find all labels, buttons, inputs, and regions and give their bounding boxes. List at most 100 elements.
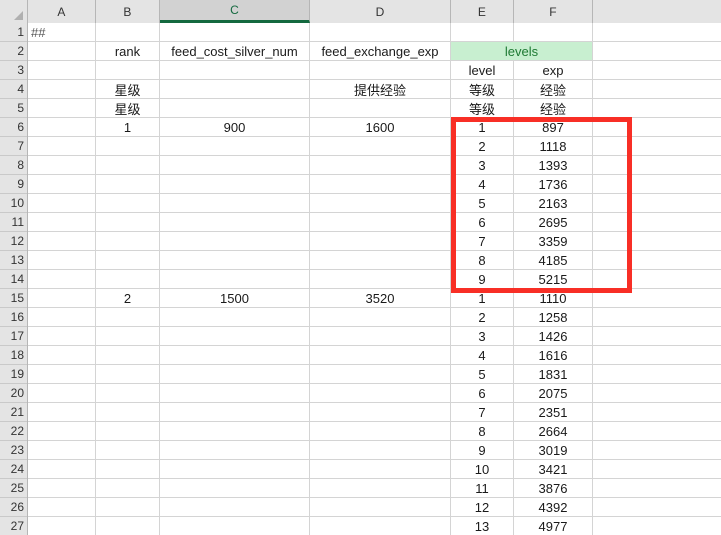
column-header-e[interactable]: E	[451, 0, 514, 23]
cell-g3[interactable]	[593, 61, 721, 80]
cell-b19-rank[interactable]	[96, 365, 160, 384]
cell-g2[interactable]	[593, 42, 721, 61]
cell-b12-rank[interactable]	[96, 232, 160, 251]
cell-g11[interactable]	[593, 213, 721, 232]
cell-a11[interactable]	[28, 213, 96, 232]
cell-g27[interactable]	[593, 517, 721, 535]
cell-c22-feed-cost-silver-num[interactable]	[160, 422, 310, 441]
select-all-corner-button[interactable]	[0, 0, 28, 23]
cell-b5[interactable]: 星级	[96, 99, 160, 118]
cell-c4[interactable]	[160, 80, 310, 99]
row-header-1[interactable]: 1	[0, 23, 27, 42]
cell-d1[interactable]	[310, 23, 451, 42]
cell-e8-level[interactable]: 3	[451, 156, 514, 175]
cell-g25[interactable]	[593, 479, 721, 498]
cell-b6-rank[interactable]: 1	[96, 118, 160, 137]
cell-a26[interactable]	[28, 498, 96, 517]
cell-f20-exp[interactable]: 2075	[514, 384, 593, 403]
cell-f24-exp[interactable]: 3421	[514, 460, 593, 479]
cell-a5[interactable]	[28, 99, 96, 118]
cell-b3[interactable]	[96, 61, 160, 80]
cell-b16-rank[interactable]	[96, 308, 160, 327]
cell-e5[interactable]: 等级	[451, 99, 514, 118]
cell-f26-exp[interactable]: 4392	[514, 498, 593, 517]
cell-d12-feed-exchange-exp[interactable]	[310, 232, 451, 251]
cell-c25-feed-cost-silver-num[interactable]	[160, 479, 310, 498]
cell-d17-feed-exchange-exp[interactable]	[310, 327, 451, 346]
row-header-8[interactable]: 8	[0, 156, 27, 175]
cell-b9-rank[interactable]	[96, 175, 160, 194]
cell-g21[interactable]	[593, 403, 721, 422]
cell-a23[interactable]	[28, 441, 96, 460]
row-header-12[interactable]: 12	[0, 232, 27, 251]
row-header-17[interactable]: 17	[0, 327, 27, 346]
cell-d22-feed-exchange-exp[interactable]	[310, 422, 451, 441]
cell-e6-level[interactable]: 1	[451, 118, 514, 137]
cell-a1[interactable]: ##	[28, 23, 96, 42]
cell-b14-rank[interactable]	[96, 270, 160, 289]
cell-f16-exp[interactable]: 1258	[514, 308, 593, 327]
cell-c7-feed-cost-silver-num[interactable]	[160, 137, 310, 156]
cell-g15[interactable]	[593, 289, 721, 308]
cell-d10-feed-exchange-exp[interactable]	[310, 194, 451, 213]
cell-a25[interactable]	[28, 479, 96, 498]
cell-f6-exp[interactable]: 897	[514, 118, 593, 137]
column-header-f[interactable]: F	[514, 0, 593, 23]
cell-a16[interactable]	[28, 308, 96, 327]
cell-g17[interactable]	[593, 327, 721, 346]
cell-e4[interactable]: 等级	[451, 80, 514, 99]
cell-d27-feed-exchange-exp[interactable]	[310, 517, 451, 535]
cell-c3[interactable]	[160, 61, 310, 80]
cell-f22-exp[interactable]: 2664	[514, 422, 593, 441]
cell-g5[interactable]	[593, 99, 721, 118]
row-header-18[interactable]: 18	[0, 346, 27, 365]
cell-c19-feed-cost-silver-num[interactable]	[160, 365, 310, 384]
cell-d16-feed-exchange-exp[interactable]	[310, 308, 451, 327]
cell-d19-feed-exchange-exp[interactable]	[310, 365, 451, 384]
cell-c10-feed-cost-silver-num[interactable]	[160, 194, 310, 213]
row-header-19[interactable]: 19	[0, 365, 27, 384]
cell-f8-exp[interactable]: 1393	[514, 156, 593, 175]
row-header-3[interactable]: 3	[0, 61, 27, 80]
cell-e7-level[interactable]: 2	[451, 137, 514, 156]
cell-a19[interactable]	[28, 365, 96, 384]
cell-b18-rank[interactable]	[96, 346, 160, 365]
cell-g18[interactable]	[593, 346, 721, 365]
cell-e20-level[interactable]: 6	[451, 384, 514, 403]
cell-f14-exp[interactable]: 5215	[514, 270, 593, 289]
row-header-25[interactable]: 25	[0, 479, 27, 498]
cell-f21-exp[interactable]: 2351	[514, 403, 593, 422]
cell-d20-feed-exchange-exp[interactable]	[310, 384, 451, 403]
cell-c23-feed-cost-silver-num[interactable]	[160, 441, 310, 460]
cell-a27[interactable]	[28, 517, 96, 535]
cell-a4[interactable]	[28, 80, 96, 99]
cell-e14-level[interactable]: 9	[451, 270, 514, 289]
cell-c16-feed-cost-silver-num[interactable]	[160, 308, 310, 327]
row-header-7[interactable]: 7	[0, 137, 27, 156]
row-header-10[interactable]: 10	[0, 194, 27, 213]
cell-e9-level[interactable]: 4	[451, 175, 514, 194]
row-header-22[interactable]: 22	[0, 422, 27, 441]
cell-a18[interactable]	[28, 346, 96, 365]
cell-g4[interactable]	[593, 80, 721, 99]
cell-a10[interactable]	[28, 194, 96, 213]
cell-g12[interactable]	[593, 232, 721, 251]
cell-d5[interactable]	[310, 99, 451, 118]
cell-b13-rank[interactable]	[96, 251, 160, 270]
cell-d26-feed-exchange-exp[interactable]	[310, 498, 451, 517]
cell-e27-level[interactable]: 13	[451, 517, 514, 535]
cell-d21-feed-exchange-exp[interactable]	[310, 403, 451, 422]
grid-body[interactable]: ## rank feed_cost_silver_num feed_exchange_…	[28, 23, 721, 535]
cell-e23-level[interactable]: 9	[451, 441, 514, 460]
row-header-26[interactable]: 26	[0, 498, 27, 517]
cell-g13[interactable]	[593, 251, 721, 270]
cell-ef2-levels-merged[interactable]: levels	[451, 42, 593, 61]
cell-f15-exp[interactable]: 1110	[514, 289, 593, 308]
cell-e11-level[interactable]: 6	[451, 213, 514, 232]
cell-a21[interactable]	[28, 403, 96, 422]
cell-c8-feed-cost-silver-num[interactable]	[160, 156, 310, 175]
column-header-a[interactable]: A	[28, 0, 96, 23]
cell-d3[interactable]	[310, 61, 451, 80]
cell-d11-feed-exchange-exp[interactable]	[310, 213, 451, 232]
